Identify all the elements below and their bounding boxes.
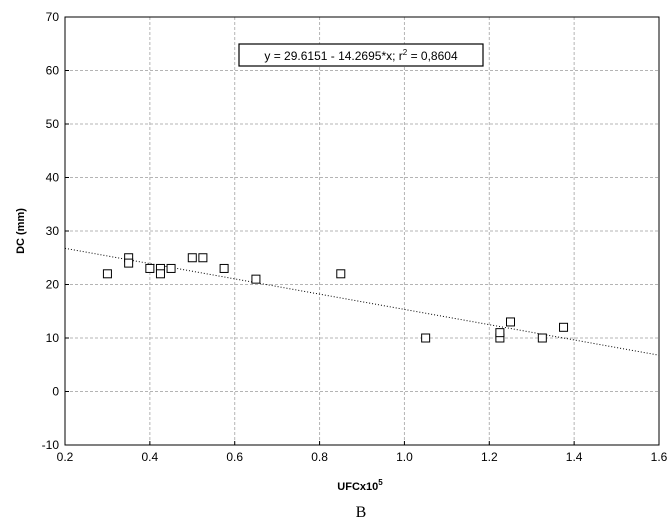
- x-tick-label: 0.2: [57, 450, 74, 464]
- y-axis-title: DC (mm): [15, 208, 27, 254]
- data-point: [421, 333, 431, 343]
- data-point: [102, 269, 112, 279]
- equation-box: y = 29.6151 - 14.2695*x; r2 = 0,8604: [238, 43, 484, 67]
- y-tick-label: 70: [46, 10, 60, 24]
- y-tick-label: 0: [52, 385, 59, 399]
- equation-box-frame: [238, 43, 484, 67]
- data-point: [219, 263, 229, 273]
- equation-text: y = 29.6151 - 14.2695*x; r2 = 0,8604: [264, 48, 458, 63]
- data-point: [506, 317, 515, 327]
- data-point: [124, 258, 134, 268]
- data-point: [495, 328, 505, 338]
- x-axis-title-superscript: 5: [378, 478, 383, 487]
- equation-superscript: 2: [403, 48, 408, 57]
- data-point: [251, 274, 261, 284]
- data-point: [166, 263, 176, 273]
- data-point: [559, 322, 569, 332]
- data-point: [537, 333, 547, 343]
- grid-lines: [65, 17, 659, 445]
- equation-prefix: y = 29.6151 - 14.2695*x; r: [264, 49, 402, 63]
- x-axis-title: UFCx105: [337, 478, 383, 493]
- y-tick-label: 30: [46, 224, 60, 238]
- x-tick-label: 1.4: [566, 450, 583, 464]
- y-tick-label: -10: [42, 438, 60, 452]
- y-axis-ticks: -10 0 10 20 30 40 50 60 70: [42, 10, 69, 452]
- y-tick-label: 50: [46, 117, 60, 131]
- x-tick-label: 0.4: [142, 450, 159, 464]
- x-tick-label: 0.8: [311, 450, 328, 464]
- y-tick-label: 10: [46, 331, 60, 345]
- y-tick-label: 60: [46, 64, 60, 78]
- data-point: [155, 269, 165, 279]
- data-point: [145, 263, 155, 273]
- x-axis-ticks: 0.2 0.4 0.6 0.8 1.0 1.2 1.4 1.6: [57, 441, 668, 464]
- data-point: [198, 253, 208, 263]
- y-tick-label: 20: [46, 278, 60, 292]
- equation-suffix: = 0,8604: [407, 49, 458, 63]
- x-tick-label: 1.2: [481, 450, 498, 464]
- data-point: [187, 253, 197, 263]
- x-tick-label: 0.6: [226, 450, 243, 464]
- x-axis-title-text: UFCx10: [337, 481, 378, 493]
- y-tick-label: 40: [46, 171, 60, 185]
- data-points: [102, 253, 569, 343]
- x-tick-label: 1.0: [396, 450, 413, 464]
- data-point: [336, 269, 346, 279]
- panel-label: B: [356, 504, 367, 521]
- x-tick-label: 1.6: [651, 450, 668, 464]
